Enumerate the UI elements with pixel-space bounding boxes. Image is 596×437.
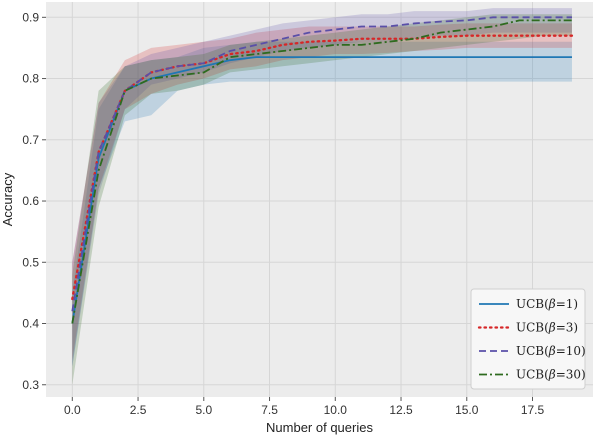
legend-label-greek: β: [548, 344, 556, 358]
x-tick-label-5: 12.5: [389, 403, 413, 417]
x-tick-label-6: 15.0: [455, 403, 479, 417]
x-tick-label-7: 17.5: [521, 403, 545, 417]
legend-label-prefix: UCB(: [516, 297, 549, 311]
x-tick-label-3: 7.5: [261, 403, 278, 417]
line-series-3: [71, 19, 572, 324]
legend-label-2: UCB(β=10): [516, 344, 586, 358]
x-axis-label: Number of queries: [266, 420, 373, 435]
y-tick-label-2: 0.5: [22, 255, 39, 269]
y-tick-label-4: 0.7: [22, 133, 39, 147]
band-series-0: [72, 41, 572, 367]
legend-label-suffix: =10): [556, 344, 586, 358]
y-tick-label-3: 0.6: [22, 194, 39, 208]
legend-label-0: UCB(β=1): [516, 297, 578, 311]
x-tick-label-1: 2.5: [130, 403, 147, 417]
legend-label-prefix: UCB(: [516, 368, 549, 382]
legend-label-suffix: =3): [556, 321, 578, 335]
legend-label-1: UCB(β=3): [516, 321, 578, 335]
y-tick-label-5: 0.8: [22, 72, 39, 86]
series-lines: [71, 16, 574, 324]
x-tick-label-2: 5.0: [195, 403, 212, 417]
y-tick-label-0: 0.3: [22, 378, 39, 392]
y-tick-label-1: 0.4: [22, 317, 39, 331]
legend-label-suffix: =1): [556, 297, 578, 311]
x-tick-label-4: 10.0: [324, 403, 348, 417]
legend-label-greek: β: [548, 297, 556, 311]
legend-label-greek: β: [548, 321, 556, 335]
y-tick-label-6: 0.9: [22, 10, 39, 24]
legend-label-prefix: UCB(: [516, 344, 549, 358]
x-tick-label-0: 0.0: [64, 403, 81, 417]
legend-box: [470, 288, 586, 390]
line-series-2: [71, 16, 572, 312]
y-axis-ticks: 0.3 0.4 0.5 0.6 0.7 0.8 0.9: [22, 10, 46, 392]
legend: UCB(β=1)UCB(β=3)UCB(β=10)UCB(β=30): [470, 288, 586, 390]
legend-label-prefix: UCB(: [516, 321, 549, 335]
x-axis-ticks: 0.0 2.5 5.0 7.5 10.0 12.5 15.0 17.5: [64, 397, 545, 417]
legend-label-suffix: =30): [556, 368, 586, 382]
legend-label-greek: β: [548, 368, 556, 382]
confidence-bands: [72, 8, 572, 385]
y-axis-label: Accuracy: [0, 172, 15, 226]
legend-label-3: UCB(β=30): [516, 368, 586, 382]
